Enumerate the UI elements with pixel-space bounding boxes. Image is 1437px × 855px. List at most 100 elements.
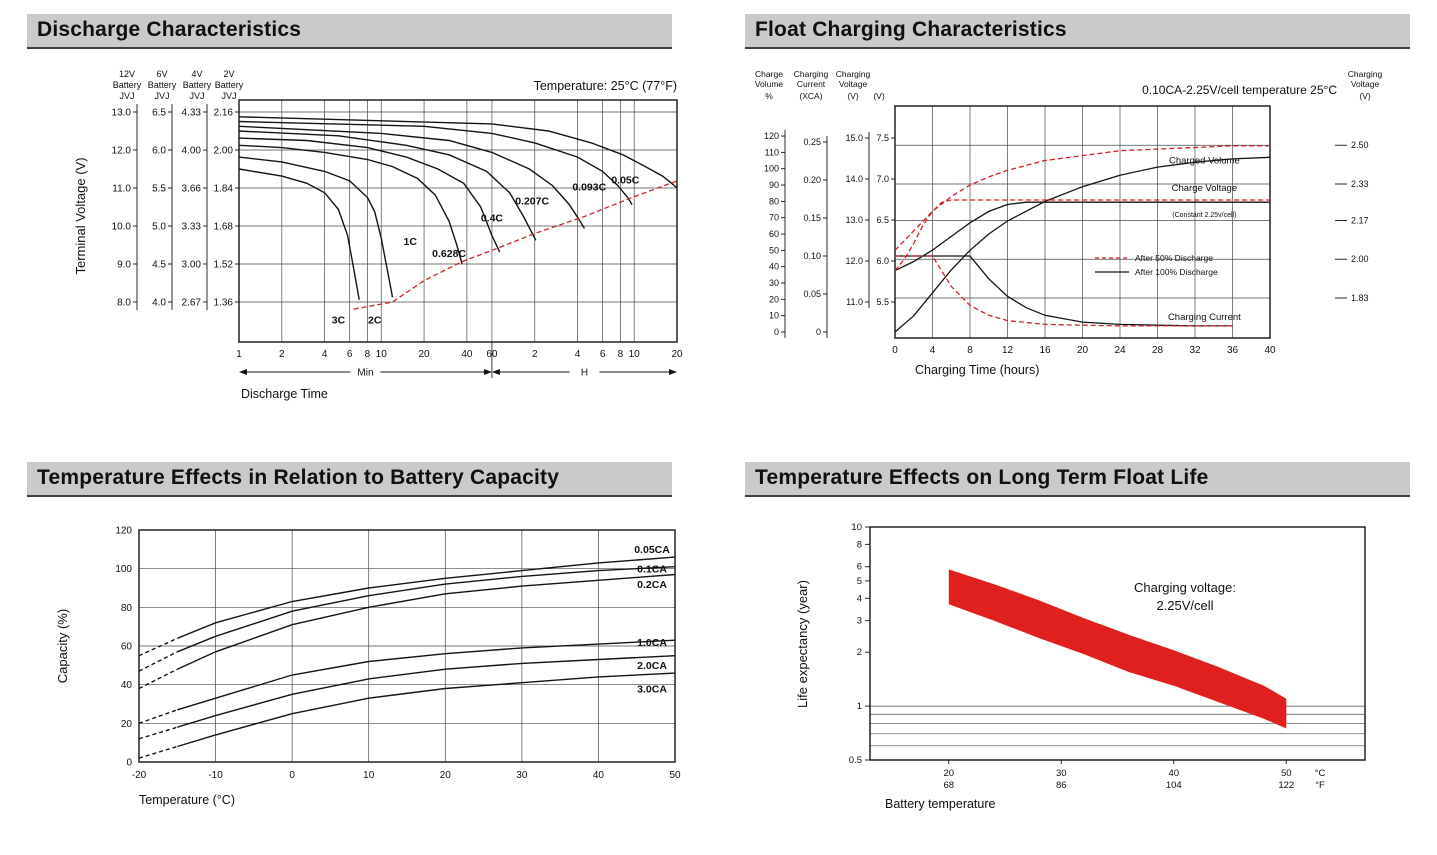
legend-label: After 100% Discharge [1135,267,1218,277]
capacity-curve-dashed-0.2CA [138,668,178,690]
panel-title-temp-capacity: Temperature Effects in Relation to Batte… [27,462,672,497]
float-charging-svg: ChargeVolume%120110100908070605040302010… [755,69,1383,377]
plot-label-charge-voltage: Charge Voltage [1172,183,1238,194]
svg-text:0.15: 0.15 [803,213,821,223]
float-charging-chart: Charge Volume% 120 110 100 90 80 70 60 50 40 30 20 10… [745,66,1437,458]
svg-text:8.0: 8.0 [117,298,131,309]
svg-text:24: 24 [1114,345,1126,356]
svg-text:6.5: 6.5 [152,108,166,119]
svg-text:8: 8 [857,539,862,550]
svg-text:120: 120 [115,526,132,537]
panel-discharge-characteristics: Discharge Characteristics 12V Battery JVJ 1… [27,14,683,460]
rate-label-0.05CA: 0.05CA [634,544,670,556]
svg-text:20: 20 [121,719,133,730]
capacity-curve-0.05CA [177,556,676,639]
svg-text:5.0: 5.0 [152,222,166,233]
svg-text:10: 10 [363,770,375,781]
capacity-curve-0.1CA [177,566,676,653]
life-expectancy-band [948,569,1287,729]
svg-text:4V: 4V [191,69,202,79]
svg-text:JVJ: JVJ [119,91,134,101]
discharge-curve-0.207C [238,125,585,229]
svg-text:1: 1 [236,349,242,360]
svg-text:2.00: 2.00 [1351,254,1369,264]
svg-text:0: 0 [816,327,821,337]
svg-text:JVJ: JVJ [154,91,169,101]
cutoff-voltage-dashed-curve [353,180,678,310]
svg-text:4.33: 4.33 [182,108,202,119]
charging-voltage-annotation: 2.25V/cell [1156,598,1213,613]
curve-charged-volume-after-50-discharge- [894,145,1270,251]
svg-text:30: 30 [516,770,528,781]
y-axis-label: Capacity (%) [55,609,70,683]
rate-label-3.0CA: 3.0CA [637,683,667,695]
gridlines [138,529,676,763]
svg-text:2.33: 2.33 [1351,179,1369,189]
svg-text:Battery: Battery [113,80,142,90]
svg-text:50: 50 [769,245,779,255]
svg-text:8: 8 [365,349,371,360]
svg-text:0.20: 0.20 [803,175,821,185]
svg-text:8: 8 [967,345,973,356]
svg-text:1.68: 1.68 [214,222,234,233]
svg-text:11.0: 11.0 [112,184,131,195]
svg-text:2.16: 2.16 [214,108,234,119]
plot-frame [869,526,1366,761]
svg-text:100: 100 [764,164,779,174]
svg-text:100: 100 [115,564,132,575]
svg-text:5.5: 5.5 [876,297,889,307]
svg-text:JVJ: JVJ [189,91,204,101]
svg-text:28: 28 [1152,345,1164,356]
svg-text:10.0: 10.0 [112,222,132,233]
svg-text:6.5: 6.5 [876,215,889,225]
svg-text:Battery: Battery [215,80,244,90]
rate-label-0.628C: 0.628C [432,248,466,260]
capacity-curve-dashed-2.0CA [138,726,178,740]
temperature-note: Temperature: 25°C (77°F) [534,79,677,93]
svg-text:0.10: 0.10 [803,251,821,261]
svg-text:Charging: Charging [836,69,871,79]
svg-text:20: 20 [671,349,683,360]
svg-text:14.0: 14.0 [845,174,863,184]
svg-text:1.83: 1.83 [1351,293,1369,303]
svg-text:6.0: 6.0 [152,146,166,157]
svg-text:40: 40 [593,770,605,781]
y-axis-label: Terminal Voltage (V) [73,157,88,274]
svg-text:80: 80 [121,603,133,614]
svg-text:4: 4 [575,349,581,360]
svg-text:-10: -10 [208,770,223,781]
y-axis-label: Life expectancy (year) [795,580,810,708]
svg-text:110: 110 [765,147,779,157]
svg-text:10: 10 [769,311,779,321]
svg-text:13.0: 13.0 [112,108,132,119]
svg-text:(XCA): (XCA) [799,91,822,101]
svg-text:%: % [765,91,773,101]
panel-title-float-charging: Float Charging Characteristics [745,14,1410,49]
svg-text:90: 90 [769,180,779,190]
svg-text:(V): (V) [1359,91,1371,101]
panel-title-float-life: Temperature Effects on Long Term Float L… [745,462,1410,497]
svg-text:Voltage: Voltage [839,79,868,89]
rate-label-0.2CA: 0.2CA [637,579,667,591]
temp-capacity-chart: 0 20 40 60 80 100 120 -20 -10 0 10 20 30 40 50 Capacity… [27,512,727,842]
svg-text:4.00: 4.00 [182,146,202,157]
svg-text:3.00: 3.00 [182,260,202,271]
unit-celsius: °C [1315,768,1326,779]
discharge-curve-3C [238,168,360,300]
panel-float-charging: Float Charging Characteristics Charge Vol… [745,14,1410,460]
svg-text:Battery: Battery [148,80,177,90]
discharge-curve-0.4C [238,130,537,241]
svg-text:-20: -20 [132,770,147,781]
svg-text:3.33: 3.33 [182,222,202,233]
float-life-chart: 10 8 6 5 4 3 2 1 0.5 20 68 30 86 40 104 50 122 °C °F Life e… [765,512,1425,842]
legend-label: After 50% Discharge [1135,253,1213,263]
svg-text:68: 68 [943,780,954,791]
svg-text:80: 80 [769,196,779,206]
svg-text:6.0: 6.0 [876,256,889,266]
svg-text:2.67: 2.67 [182,298,202,309]
svg-text:0: 0 [892,345,898,356]
svg-text:15.0: 15.0 [845,133,863,143]
svg-text:6: 6 [600,349,606,360]
svg-text:7.0: 7.0 [876,174,889,184]
